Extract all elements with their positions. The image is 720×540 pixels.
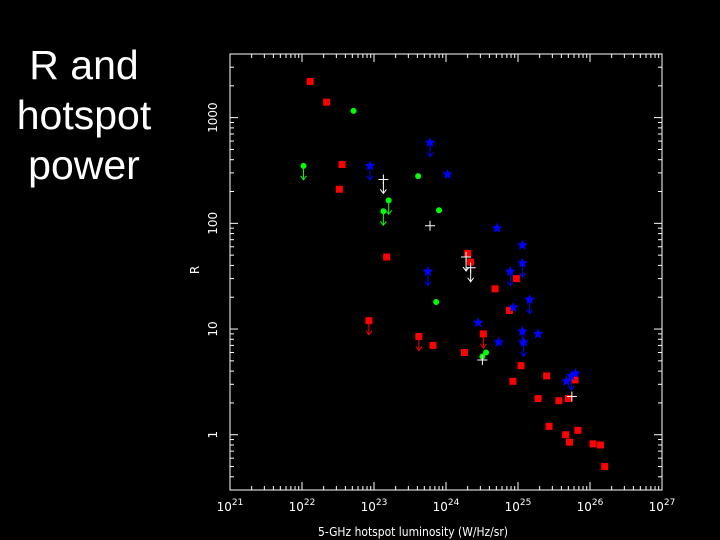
data-point-square [543, 372, 551, 380]
y-tick-label: 100 [206, 212, 220, 235]
data-point-circle [415, 173, 422, 180]
data-point-square [335, 185, 343, 193]
data-point-square [505, 306, 513, 314]
data-point-star [524, 294, 535, 305]
data-point-square [517, 362, 525, 370]
data-point-circle [483, 349, 490, 356]
x-tick-label: 1024 [433, 498, 460, 514]
x-tick-label: 1027 [649, 498, 676, 514]
data-point-star [517, 325, 528, 336]
x-tick-label: 1021 [217, 498, 244, 514]
upper-limit-arrow [520, 344, 528, 358]
upper-limit-arrow [385, 202, 393, 216]
data-point-square [564, 395, 572, 403]
upper-limit-arrow [379, 213, 387, 227]
data-point-square [601, 463, 609, 471]
data-point-star [422, 266, 434, 276]
y-axis-label: R [188, 266, 202, 274]
data-point-square [464, 249, 472, 257]
data-point-square [460, 348, 468, 356]
upper-limit-arrow [479, 335, 487, 349]
data-point-square [509, 377, 517, 385]
data-point-star [517, 239, 528, 250]
data-point-star [561, 375, 572, 386]
data-point-square [467, 258, 475, 266]
data-marks [300, 77, 609, 471]
data-point-square [555, 397, 563, 405]
upper-limit-arrow [467, 269, 475, 283]
data-point-square [491, 285, 499, 293]
data-point-star [532, 328, 544, 339]
data-point-circle [436, 207, 443, 214]
upper-limit-arrow [506, 273, 514, 287]
data-point-plus [477, 354, 488, 365]
data-point-plus [425, 220, 436, 231]
data-point-square [571, 376, 579, 384]
upper-limit-arrow [300, 167, 307, 181]
x-tick-label: 1025 [505, 498, 532, 514]
upper-limit-arrow [518, 265, 526, 278]
y-tick-label: 1000 [206, 102, 220, 133]
data-point-star [442, 168, 453, 179]
data-point-square [323, 98, 331, 106]
data-point-circle [380, 208, 387, 215]
upper-limit-arrow [567, 377, 575, 391]
data-point-star [491, 222, 503, 233]
data-point-square [383, 253, 391, 261]
data-point-star [508, 301, 519, 312]
upper-limit-arrow [415, 338, 423, 352]
upper-limit-arrow [424, 273, 432, 287]
upper-limit-arrow [426, 144, 434, 158]
data-point-star [505, 266, 516, 276]
data-point-circle [350, 107, 357, 114]
data-point-square [479, 330, 487, 338]
data-point-square [306, 77, 314, 85]
data-point-plus [566, 391, 577, 402]
upper-limit-arrow [379, 181, 387, 195]
data-point-square [597, 441, 605, 449]
data-point-star [424, 137, 436, 148]
data-point-square [566, 438, 574, 446]
data-point-square [589, 440, 597, 448]
x-tick-label: 1022 [289, 498, 316, 514]
slide-title: R and hotspot power [16, 42, 152, 188]
data-point-star [364, 160, 376, 171]
data-point-circle [433, 299, 440, 306]
x-tick-label: 1026 [577, 498, 604, 514]
data-point-square [429, 341, 437, 349]
x-axis-label: 5-GHz hotspot luminosity (W/Hz/sr) [318, 525, 508, 539]
y-tick-label: 10 [206, 321, 220, 336]
data-point-square [562, 431, 570, 439]
x-tick-label: 1023 [361, 498, 388, 514]
data-point-circle [385, 197, 392, 204]
data-point-star [493, 336, 504, 347]
data-point-square [545, 422, 553, 430]
y-tick-label: 1 [206, 431, 220, 439]
data-point-square [512, 275, 520, 283]
data-point-square [365, 317, 373, 325]
data-point-star [518, 336, 529, 347]
upper-limit-arrow [365, 322, 373, 336]
data-point-square [415, 332, 423, 340]
data-point-circle [300, 162, 307, 169]
upper-limit-arrow [366, 167, 374, 181]
upper-limit-arrow [462, 259, 470, 272]
data-point-square [574, 426, 582, 434]
data-point-star [472, 317, 484, 328]
upper-limit-arrow [526, 301, 534, 315]
data-point-star [517, 257, 528, 268]
data-point-star [566, 370, 577, 381]
data-point-square [534, 395, 542, 403]
axis-ticks: 1021 1022 1023 1024 1025 1026 1027 1 10 100 1000 [206, 53, 676, 514]
data-point-square [338, 161, 346, 169]
plot-frame [229, 53, 663, 491]
